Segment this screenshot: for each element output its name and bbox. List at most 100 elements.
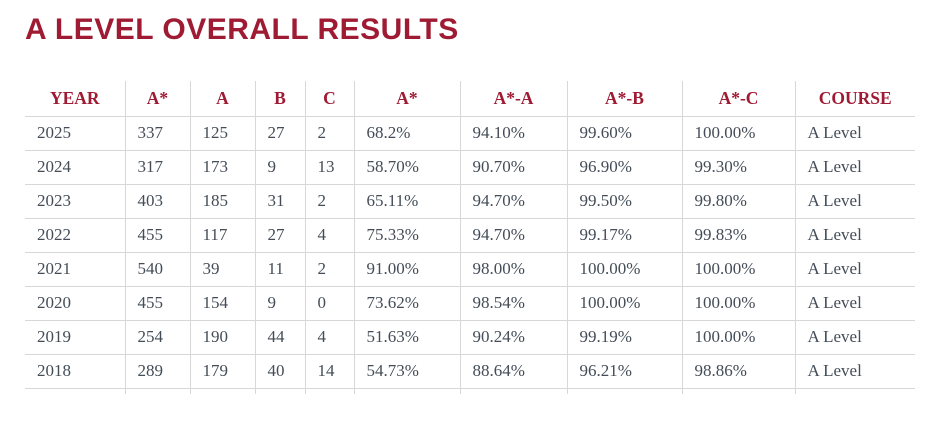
table-row: 2020 455 154 9 0 73.62% 98.54% 100.00% 100.00% A … — [25, 286, 915, 321]
table-cell: 39 — [190, 252, 256, 287]
table-cell: A Level — [795, 116, 915, 151]
table-cell: 96.21% — [567, 354, 683, 389]
spacer-cell — [460, 388, 568, 394]
table-cell: 96.90% — [567, 150, 683, 185]
table-cell: 68.2% — [354, 116, 461, 151]
page-title: A LEVEL OVERALL RESULTS — [25, 13, 459, 46]
table-cell: 99.83% — [682, 218, 796, 253]
spacer-cell — [255, 388, 306, 394]
table-row: 2023 403 185 31 2 65.11% 94.70% 99.50% 99.80% A L… — [25, 184, 915, 219]
table-cell: A Level — [795, 252, 915, 287]
table-cell: 0 — [305, 286, 355, 321]
table-cell: 44 — [255, 320, 306, 355]
table-cell: 2023 — [25, 184, 126, 219]
page: A LEVEL OVERALL RESULTS YEAR A* A B C A* A*-A A… — [0, 15, 940, 436]
spacer-cell — [190, 388, 256, 394]
table-cell: 2 — [305, 184, 355, 219]
header-row: YEAR A* A B C A* A*-A A*-B A*-C COURSE — [25, 81, 915, 117]
table-cell: 90.70% — [460, 150, 568, 185]
table-cell: A Level — [795, 184, 915, 219]
table-row: 2025 337 125 27 2 68.2% 94.10% 99.60% 100.00% A L… — [25, 116, 915, 151]
table-row: 2022 455 117 27 4 75.33% 94.70% 99.17% 99.83% A L… — [25, 218, 915, 253]
table-cell: 100.00% — [682, 116, 796, 151]
table-cell: 179 — [190, 354, 256, 389]
table-row: 2024 317 173 9 13 58.70% 90.70% 96.90% 99.30% A L… — [25, 150, 915, 185]
table-cell: 31 — [255, 184, 306, 219]
spacer-cell — [125, 388, 191, 394]
spacer-cell — [354, 388, 461, 394]
table-cell: 99.80% — [682, 184, 796, 219]
column-header: A*-B — [567, 81, 683, 117]
spacer-cell — [567, 388, 683, 394]
table-cell: 98.54% — [460, 286, 568, 321]
table-cell: A Level — [795, 150, 915, 185]
table-cell: 14 — [305, 354, 355, 389]
table-cell: 2024 — [25, 150, 126, 185]
table-cell: 100.00% — [682, 320, 796, 355]
table-cell: 99.19% — [567, 320, 683, 355]
spacer-cell — [795, 388, 915, 394]
spacer-cell — [305, 388, 355, 394]
table-cell: 9 — [255, 150, 306, 185]
table-cell: 27 — [255, 218, 306, 253]
table-cell: 2018 — [25, 354, 126, 389]
table-cell: 289 — [125, 354, 191, 389]
table-cell: 40 — [255, 354, 306, 389]
table-cell: 4 — [305, 218, 355, 253]
table-row: 2018 289 179 40 14 54.73% 88.64% 96.21% 98.86% A … — [25, 354, 915, 389]
table-cell: 254 — [125, 320, 191, 355]
table-cell: 154 — [190, 286, 256, 321]
table-cell: A Level — [795, 218, 915, 253]
table-cell: 90.24% — [460, 320, 568, 355]
table-cell: 2 — [305, 252, 355, 287]
table-cell: 190 — [190, 320, 256, 355]
table-cell: 125 — [190, 116, 256, 151]
results-table: YEAR A* A B C A* A*-A A*-B A*-C COURSE 2025 337 125… — [25, 81, 915, 394]
column-header: A*-A — [460, 81, 568, 117]
table-body: 2025 337 125 27 2 68.2% 94.10% 99.60% 100.00% A L… — [25, 116, 915, 394]
table-cell: 13 — [305, 150, 355, 185]
table-cell: 100.00% — [567, 286, 683, 321]
table-cell: A Level — [795, 354, 915, 389]
table-cell: 100.00% — [567, 252, 683, 287]
table-cell: 2021 — [25, 252, 126, 287]
spacer-cell — [682, 388, 796, 394]
table-cell: 94.70% — [460, 218, 568, 253]
column-header: A*-C — [682, 81, 796, 117]
column-header: YEAR — [25, 81, 126, 117]
table-cell: 65.11% — [354, 184, 461, 219]
table-cell: 88.64% — [460, 354, 568, 389]
table-cell: 2019 — [25, 320, 126, 355]
table-cell: 455 — [125, 218, 191, 253]
table-cell: 455 — [125, 286, 191, 321]
table-cell: 99.17% — [567, 218, 683, 253]
table-cell: 99.60% — [567, 116, 683, 151]
table-cell: 317 — [125, 150, 191, 185]
spacer-cell — [25, 388, 126, 394]
table-cell: 403 — [125, 184, 191, 219]
table-cell: A Level — [795, 320, 915, 355]
table-cell: 2025 — [25, 116, 126, 151]
table-cell: 98.86% — [682, 354, 796, 389]
table-cell: 540 — [125, 252, 191, 287]
table-cell: 117 — [190, 218, 256, 253]
table-cell: 94.10% — [460, 116, 568, 151]
table-cell: 99.50% — [567, 184, 683, 219]
table-row: 2021 540 39 11 2 91.00% 98.00% 100.00% 100.00% A … — [25, 252, 915, 287]
table-cell: 94.70% — [460, 184, 568, 219]
column-header: B — [255, 81, 306, 117]
table-cell: 2020 — [25, 286, 126, 321]
table-cell: 27 — [255, 116, 306, 151]
table-cell: 99.30% — [682, 150, 796, 185]
column-header: C — [305, 81, 355, 117]
table-cell: 173 — [190, 150, 256, 185]
table-cell: 2022 — [25, 218, 126, 253]
table-cell: 75.33% — [354, 218, 461, 253]
table-cell: 51.63% — [354, 320, 461, 355]
column-header: A* — [354, 81, 461, 117]
table-cell: 58.70% — [354, 150, 461, 185]
table-cell: 91.00% — [354, 252, 461, 287]
table-cell: 54.73% — [354, 354, 461, 389]
table-footer-spacer — [25, 388, 915, 394]
table-cell: 98.00% — [460, 252, 568, 287]
